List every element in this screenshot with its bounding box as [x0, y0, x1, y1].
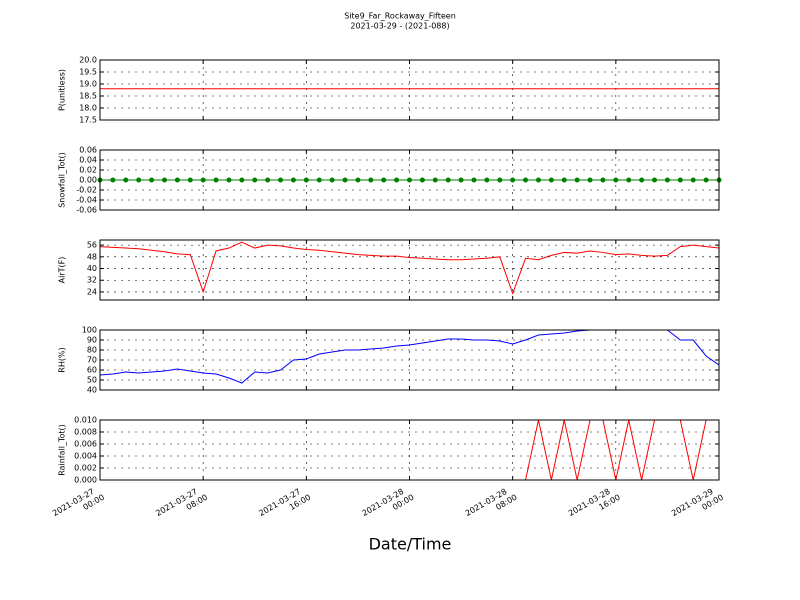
data-point: [652, 177, 658, 183]
y-tick-label: 0.006: [74, 440, 97, 449]
panel-frame: [99, 419, 720, 481]
y-tick-label: 70: [87, 356, 97, 365]
figure-title: Site9_Far_Rockaway_Fifteen: [344, 12, 456, 21]
y-tick-label: 32: [87, 276, 97, 285]
data-point: [664, 177, 670, 183]
y-tick-label: 18.0: [79, 104, 97, 113]
y-tick-label: 24: [87, 287, 97, 296]
data-point: [677, 177, 683, 183]
y-tick-label: 48: [87, 252, 97, 261]
data-point: [471, 177, 477, 183]
data-point: [278, 177, 284, 183]
data-point: [458, 177, 464, 183]
y-tick-label: 19.0: [79, 80, 97, 89]
data-point: [561, 177, 567, 183]
y-tick-label: -0.02: [76, 186, 97, 195]
figure-subtitle: 2021-03-29 - (2021-088): [350, 22, 449, 31]
data-point: [523, 177, 529, 183]
data-point: [110, 177, 116, 183]
y-axis-label: P(unitless): [58, 69, 67, 111]
data-point: [368, 177, 374, 183]
y-tick-label: 18.5: [79, 92, 97, 101]
y-tick-label: 0.010: [74, 416, 97, 425]
y-tick-label: 0.02: [79, 166, 97, 175]
data-point: [174, 177, 180, 183]
data-point: [161, 177, 167, 183]
data-point: [419, 177, 425, 183]
y-axis-label: AirT(F): [58, 257, 67, 284]
y-tick-label: -0.04: [76, 196, 97, 205]
data-point: [355, 177, 361, 183]
y-tick-label: 19.5: [79, 68, 97, 77]
data-point: [407, 177, 412, 183]
y-tick-label: 40: [87, 386, 97, 395]
data-point: [342, 177, 348, 183]
data-point: [535, 177, 541, 183]
data-point: [497, 177, 503, 183]
data-point: [690, 177, 696, 183]
data-point: [394, 177, 400, 183]
panel-frame: [99, 59, 720, 121]
y-tick-label: 90: [87, 336, 97, 345]
data-line: [100, 241, 719, 295]
data-point: [303, 177, 309, 183]
data-point: [587, 177, 593, 183]
data-point: [639, 177, 645, 183]
y-tick-label: 56: [87, 241, 97, 250]
data-point: [226, 177, 232, 183]
data-point: [200, 177, 206, 183]
data-point: [613, 177, 619, 183]
data-point: [600, 177, 606, 183]
panel-frame: [99, 329, 720, 391]
data-point: [445, 177, 451, 183]
y-tick-label: 0.002: [74, 464, 97, 473]
y-tick-label: 0.04: [79, 156, 97, 165]
data-line: [100, 330, 719, 384]
data-point: [703, 177, 709, 183]
y-tick-label: 40: [87, 264, 97, 273]
data-point: [329, 177, 335, 183]
data-point: [239, 177, 245, 183]
y-tick-label: 0.000: [74, 476, 97, 485]
y-axis-label: Rainfall_Tot(): [58, 424, 67, 476]
y-tick-label: 100: [82, 326, 97, 335]
data-point: [484, 177, 490, 183]
panel-frame: [99, 149, 720, 211]
data-point: [548, 177, 554, 183]
data-point: [252, 177, 258, 183]
y-tick-label: 80: [87, 346, 97, 355]
y-tick-label: 60: [87, 366, 97, 375]
y-tick-label: 0.008: [74, 428, 97, 437]
y-tick-label: -0.06: [76, 206, 97, 215]
data-point: [123, 177, 129, 183]
data-point: [626, 177, 632, 183]
panel: 24 32 40 48 56 AirT(F): [58, 239, 720, 301]
y-tick-label: 17.5: [79, 116, 97, 125]
y-tick-label: 0.06: [79, 146, 97, 155]
y-tick-label: 20.0: [79, 56, 97, 65]
panel-frame: [99, 239, 720, 301]
panel: -0.06-0.04-0.020.000.020.040.06 Snowfall_…: [58, 146, 722, 215]
data-point: [149, 177, 155, 183]
data-point: [265, 177, 271, 183]
data-point: [316, 177, 322, 183]
x-axis-label: Date/Time: [369, 535, 452, 554]
panel: 17.5 18.0 18.5 19.0 19.5 20.0 P(unitless): [58, 56, 720, 125]
y-axis-label: Snowfall_Tot(): [58, 152, 67, 208]
y-tick-label: 0.004: [74, 452, 97, 461]
data-point: [290, 177, 296, 183]
data-point: [136, 177, 142, 183]
y-tick-label: 0.00: [79, 176, 97, 185]
data-point: [213, 177, 219, 183]
y-axis-label: RH(%): [58, 347, 67, 372]
data-point: [574, 177, 580, 183]
y-tick-label: 50: [87, 376, 97, 385]
data-point: [510, 177, 516, 183]
data-point: [381, 177, 387, 183]
data-point: [187, 177, 193, 183]
data-point: [432, 177, 438, 183]
